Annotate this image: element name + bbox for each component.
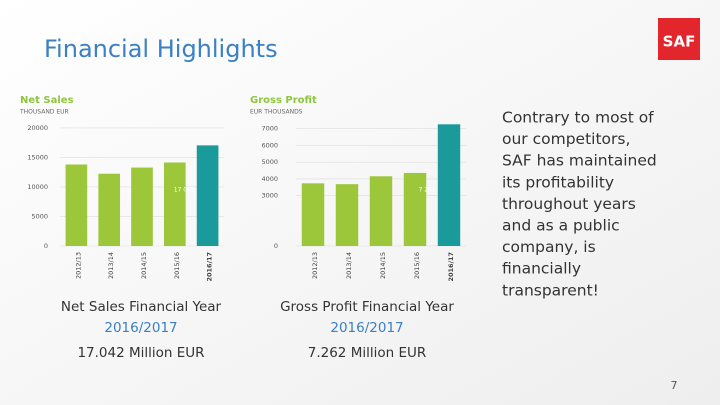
y-tick-label: 4000 <box>261 175 278 183</box>
x-tick-label: 2013/14 <box>107 252 115 279</box>
caption-year: 2016/2017 <box>104 320 177 336</box>
chart-title: Net Sales <box>20 95 74 106</box>
paragraph-line: throughout years <box>502 195 636 213</box>
x-tick-label: 2016/17 <box>206 252 214 282</box>
x-tick-label: 2016/17 <box>447 252 455 282</box>
chart-subtitle: EUR THOUSANDS <box>250 109 303 116</box>
paragraph-line: transparent! <box>502 281 599 299</box>
y-tick-label: 15000 <box>27 153 48 161</box>
chart-subtitle: THOUSAND EUR <box>19 109 69 116</box>
x-tick-label: 2015/16 <box>173 252 181 279</box>
chart-title: Gross Profit <box>250 95 317 106</box>
slide-title: Financial Highlights <box>44 35 278 63</box>
caption-label: Net Sales Financial Year <box>61 299 222 315</box>
bar <box>369 176 393 246</box>
value-label: 7 262 <box>419 187 436 194</box>
paragraph: Contrary to most of our competitors, SAF h… <box>502 109 657 300</box>
caption-label: Gross Profit Financial Year <box>280 299 454 315</box>
y-tick-label: 0 <box>274 242 278 250</box>
y-tick-label: 0 <box>44 242 48 250</box>
caption-amount: 17.042 Million EUR <box>77 345 204 361</box>
y-tick-label: 5000 <box>31 212 48 220</box>
y-tick-label: 5000 <box>261 158 278 166</box>
page-number: 7 <box>671 379 678 392</box>
x-tick-label: 2014/15 <box>140 252 148 279</box>
logo-text: SAF <box>663 33 696 51</box>
y-tick-label: 20000 <box>27 124 48 132</box>
caption-amount: 7.262 Million EUR <box>308 345 427 361</box>
paragraph-line: its profitability <box>502 173 614 191</box>
bar <box>437 124 461 246</box>
x-tick-label: 2014/15 <box>379 252 387 279</box>
y-tick-label: 10000 <box>27 183 48 191</box>
paragraph-line: SAF has maintained <box>502 152 657 170</box>
paragraph-line: our competitors, <box>502 130 630 148</box>
bar <box>98 173 121 246</box>
caption-year: 2016/2017 <box>330 320 403 336</box>
paragraph-line: Contrary to most of <box>502 109 654 127</box>
paragraph-line: and as a public <box>502 217 620 235</box>
x-tick-label: 2012/13 <box>74 252 82 279</box>
paragraph-line: company, is <box>502 238 596 256</box>
bar <box>196 145 219 246</box>
x-tick-label: 2013/14 <box>345 252 353 279</box>
bar <box>65 164 88 246</box>
y-tick-label: 7000 <box>261 125 278 133</box>
x-tick-label: 2012/13 <box>311 252 319 279</box>
logo-box <box>658 18 700 60</box>
x-tick-label: 2015/16 <box>413 252 421 279</box>
bar <box>131 167 153 246</box>
y-tick-label: 3000 <box>261 192 278 200</box>
bar <box>335 184 359 246</box>
bar <box>403 172 427 246</box>
bar <box>301 183 325 246</box>
bar <box>163 162 186 246</box>
y-tick-label: 6000 <box>261 141 278 149</box>
value-label: 17 042 <box>174 187 195 194</box>
paragraph-line: financially <box>502 260 581 278</box>
